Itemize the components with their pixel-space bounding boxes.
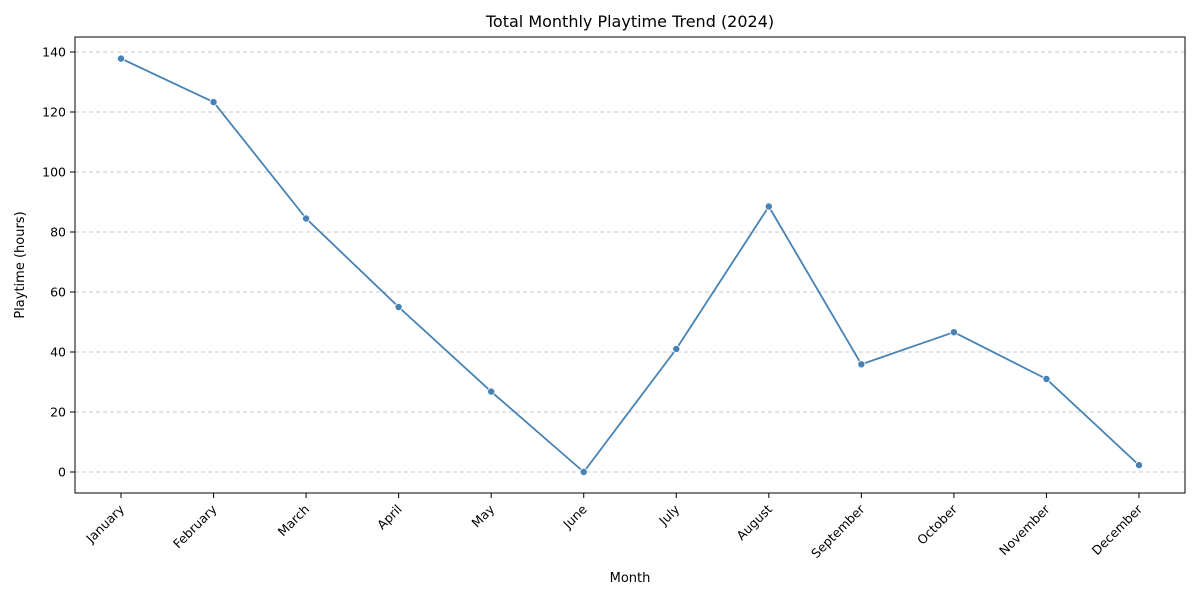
data-point <box>672 344 681 353</box>
x-tick-label: May <box>468 501 497 530</box>
x-tick-label: October <box>914 501 961 548</box>
data-point <box>117 54 126 63</box>
data-point <box>1042 374 1051 383</box>
data-point <box>857 360 866 369</box>
data-point <box>949 328 958 337</box>
y-tick-label: 80 <box>50 225 66 240</box>
x-tick-label: November <box>996 501 1053 558</box>
data-point <box>764 202 773 211</box>
y-tick-label: 120 <box>42 105 66 120</box>
data-point <box>209 98 218 107</box>
y-tick-label: 20 <box>50 405 66 420</box>
data-point <box>487 387 496 396</box>
x-axis-ticks: January February March April May June July Augu… <box>82 493 1146 561</box>
series-layer <box>117 54 1144 476</box>
data-point <box>394 302 403 311</box>
axes <box>74 36 1186 494</box>
y-tick-label: 100 <box>42 165 66 180</box>
data-point <box>1135 461 1144 470</box>
y-tick-label: 140 <box>42 45 66 60</box>
x-tick-label: June <box>559 501 590 532</box>
y-tick-label: 0 <box>58 465 66 480</box>
x-tick-label: January <box>82 501 127 546</box>
x-tick-label: December <box>1089 501 1146 558</box>
gridlines <box>75 51 1185 473</box>
plot-frame <box>74 36 1186 494</box>
y-tick-label: 60 <box>50 285 66 300</box>
chart-title: Total Monthly Playtime Trend (2024) <box>485 12 774 31</box>
series-line <box>120 57 1140 473</box>
x-tick-label: July <box>655 501 683 529</box>
x-tick-label: April <box>374 502 405 533</box>
x-axis-label: Month <box>610 571 651 586</box>
x-tick-label: March <box>275 502 313 540</box>
x-tick-label: August <box>733 501 775 543</box>
x-tick-label: February <box>170 501 220 551</box>
y-tick-label: 40 <box>50 345 66 360</box>
x-tick-label: September <box>808 501 868 561</box>
data-point <box>302 214 311 223</box>
y-axis-ticks: 0 20 40 60 80 100 120 140 <box>42 45 75 480</box>
data-point <box>579 467 588 476</box>
y-axis-label: Playtime (hours) <box>13 211 28 318</box>
